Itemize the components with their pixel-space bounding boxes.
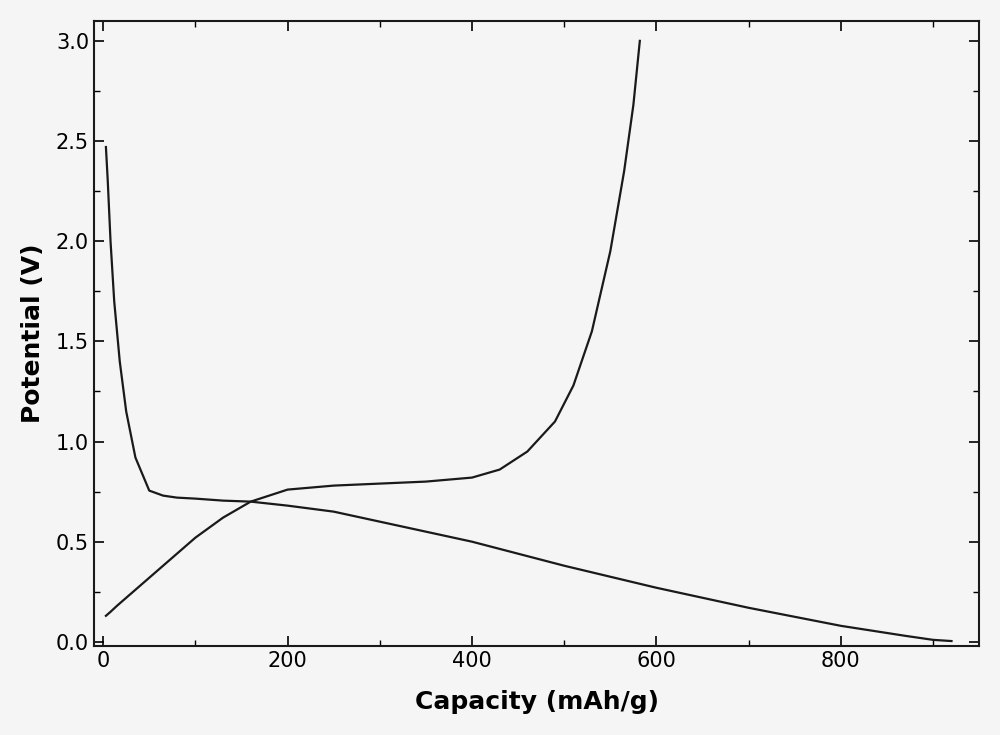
X-axis label: Capacity (mAh/g): Capacity (mAh/g) bbox=[415, 690, 659, 714]
Y-axis label: Potential (V): Potential (V) bbox=[21, 243, 45, 423]
